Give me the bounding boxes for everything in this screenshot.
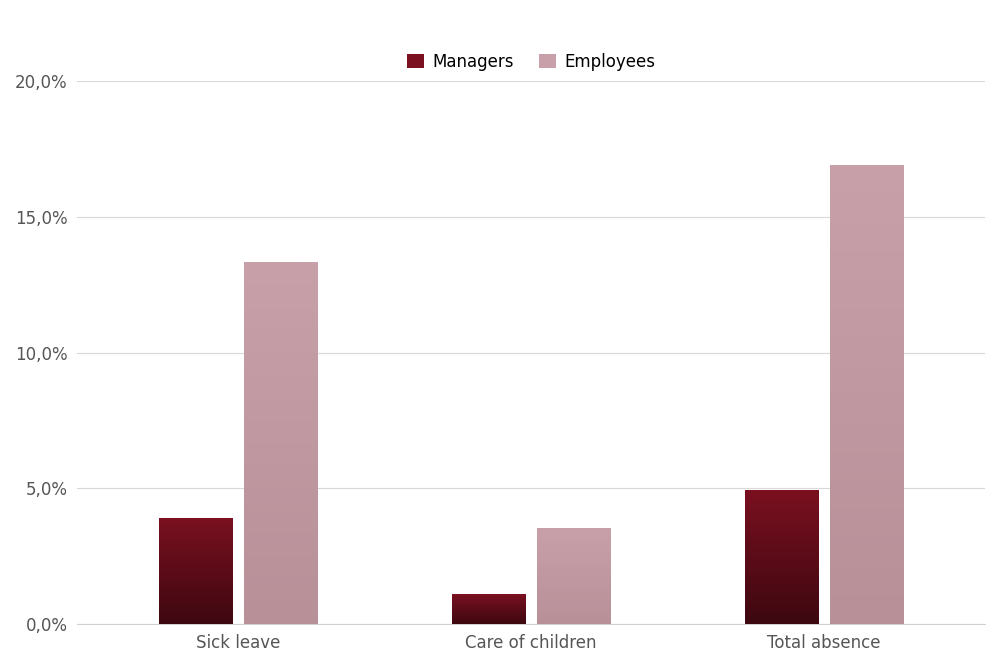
Legend: Managers, Employees: Managers, Employees [401, 46, 662, 77]
